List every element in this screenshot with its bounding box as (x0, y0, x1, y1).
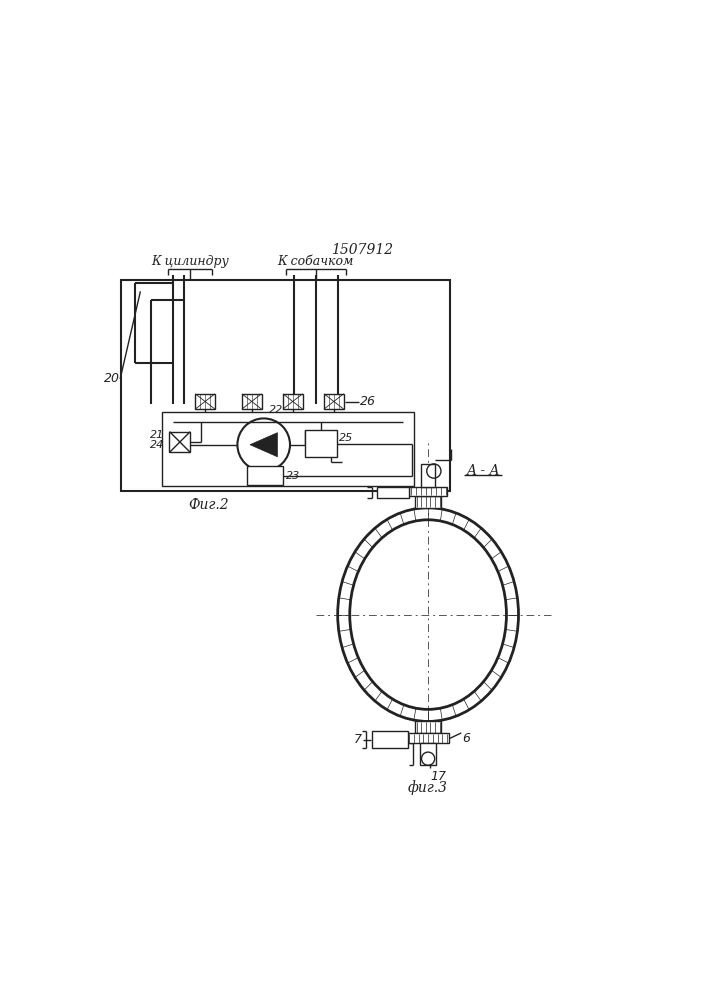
Text: 20: 20 (104, 372, 120, 385)
Bar (407, 733, 449, 743)
Text: 22: 22 (269, 405, 284, 415)
Bar (324, 394, 344, 409)
Bar (372, 731, 407, 748)
Bar (247, 466, 283, 485)
Text: 24: 24 (151, 440, 165, 450)
Bar (415, 496, 441, 508)
Bar (163, 412, 414, 486)
Polygon shape (250, 433, 277, 457)
Text: 23: 23 (286, 471, 300, 481)
Text: 17: 17 (431, 770, 447, 783)
Bar (409, 487, 448, 496)
Bar (122, 280, 450, 491)
Text: 7: 7 (354, 733, 362, 746)
Text: A - A: A - A (466, 464, 500, 478)
Text: Фиг.2: Фиг.2 (189, 498, 229, 512)
Text: 21: 21 (151, 430, 165, 440)
Bar (420, 743, 436, 765)
Text: 26: 26 (360, 395, 375, 408)
Text: К цилиндру: К цилиндру (151, 255, 228, 268)
Text: К собачком: К собачком (278, 255, 354, 268)
Bar (170, 432, 190, 452)
Bar (242, 394, 262, 409)
Text: 25: 25 (339, 433, 354, 443)
Bar (421, 464, 435, 487)
Text: фиг.3: фиг.3 (408, 780, 448, 795)
Bar (377, 487, 409, 498)
Bar (415, 721, 441, 733)
Bar (195, 394, 215, 409)
Bar (283, 394, 303, 409)
Text: 6: 6 (462, 732, 470, 745)
Text: 1507912: 1507912 (332, 243, 393, 257)
Bar (305, 430, 337, 457)
